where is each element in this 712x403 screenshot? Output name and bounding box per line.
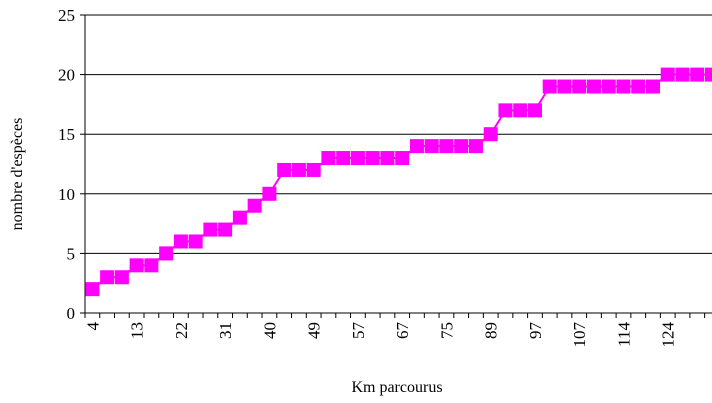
- data-point: [306, 162, 321, 177]
- data-point: [439, 139, 454, 154]
- x-tick-label: 49: [305, 322, 324, 339]
- data-point: [572, 79, 587, 94]
- data-point: [291, 162, 306, 177]
- data-point: [690, 67, 705, 82]
- data-point: [705, 67, 712, 82]
- data-point: [247, 198, 262, 213]
- y-tick-label: 25: [58, 6, 75, 25]
- data-point: [454, 139, 469, 154]
- x-tick-label: 31: [216, 322, 235, 339]
- y-tick-label: 20: [58, 66, 75, 85]
- y-axis: 0 5 10 15 20 25: [58, 6, 86, 323]
- data-point: [631, 79, 646, 94]
- data-point: [277, 162, 292, 177]
- series-markers: [85, 67, 712, 297]
- data-point: [321, 151, 336, 166]
- x-tick-label: 114: [614, 322, 633, 347]
- gridlines: [85, 14, 712, 254]
- x-tick-label: 75: [437, 322, 456, 339]
- data-point: [144, 258, 159, 273]
- x-tick-label: 107: [570, 322, 589, 348]
- x-tick-label: 67: [393, 322, 412, 340]
- data-point: [188, 234, 203, 249]
- x-tick-label: 57: [349, 322, 368, 340]
- x-tick-label: 4: [83, 322, 102, 331]
- data-point: [365, 151, 380, 166]
- data-point: [232, 210, 247, 225]
- data-point: [557, 79, 572, 94]
- data-point: [616, 79, 631, 94]
- data-point: [159, 246, 174, 261]
- data-point: [513, 103, 528, 118]
- data-point: [380, 151, 395, 166]
- x-tick-label: 124: [659, 322, 678, 348]
- x-axis-title: Km parcourus: [351, 379, 442, 396]
- data-point: [350, 151, 365, 166]
- data-point: [262, 186, 277, 201]
- series-line: [91, 73, 712, 290]
- data-point: [527, 103, 542, 118]
- data-point: [586, 79, 601, 94]
- data-point: [173, 234, 188, 249]
- data-point: [645, 79, 660, 94]
- x-axis: 4 13 22 31 40 49 57 67 75 89 97 107 114 124: [83, 312, 712, 348]
- data-point: [218, 222, 233, 237]
- x-tick-label: 13: [128, 322, 147, 339]
- y-tick-label: 5: [67, 244, 76, 263]
- data-point: [395, 151, 410, 166]
- data-point: [483, 127, 498, 142]
- data-point: [129, 258, 144, 273]
- data-point: [114, 270, 129, 285]
- data-point: [675, 67, 690, 82]
- y-axis-title: nombre d'espèces: [9, 118, 26, 231]
- x-tick-label: 89: [482, 322, 501, 339]
- data-point: [601, 79, 616, 94]
- data-point: [660, 67, 675, 82]
- y-tick-label: 10: [58, 185, 75, 204]
- data-point: [468, 139, 483, 154]
- data-point: [85, 282, 100, 297]
- data-point: [100, 270, 115, 285]
- data-point: [409, 139, 424, 154]
- data-point: [542, 79, 557, 94]
- data-point: [203, 222, 218, 237]
- x-tick-label: 40: [260, 322, 279, 339]
- data-point: [336, 151, 351, 166]
- y-tick-label: 0: [67, 304, 76, 323]
- y-tick-label: 15: [58, 125, 75, 144]
- x-tick-label: 97: [526, 322, 545, 340]
- data-point: [498, 103, 513, 118]
- x-tick-label: 22: [172, 322, 191, 339]
- data-point: [424, 139, 439, 154]
